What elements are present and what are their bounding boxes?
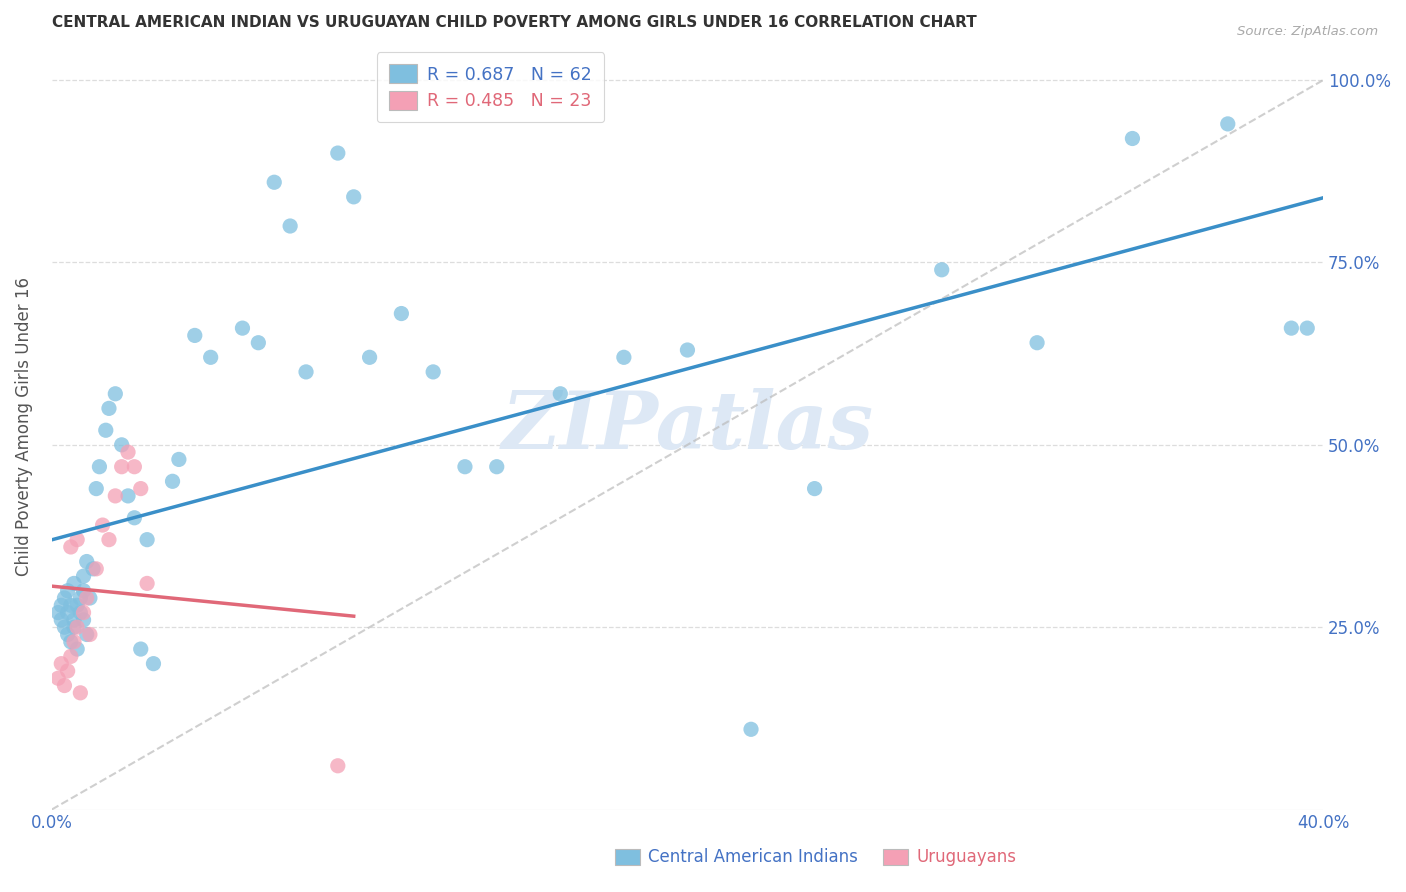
Point xyxy=(485,459,508,474)
Point xyxy=(72,569,94,583)
Point xyxy=(167,452,190,467)
Point xyxy=(117,445,139,459)
Point xyxy=(389,307,412,321)
Point xyxy=(263,175,285,189)
Point xyxy=(247,335,270,350)
Point xyxy=(56,606,79,620)
Point xyxy=(343,190,366,204)
Point xyxy=(46,606,69,620)
Text: CENTRAL AMERICAN INDIAN VS URUGUAYAN CHILD POVERTY AMONG GIRLS UNDER 16 CORRELAT: CENTRAL AMERICAN INDIAN VS URUGUAYAN CHI… xyxy=(52,15,977,30)
Point xyxy=(59,599,82,613)
Point xyxy=(1279,321,1302,335)
Point xyxy=(51,613,73,627)
Point xyxy=(1216,117,1239,131)
Point xyxy=(69,686,91,700)
Point xyxy=(326,146,349,161)
Point xyxy=(136,576,159,591)
Point xyxy=(422,365,444,379)
Point xyxy=(97,533,120,547)
Point xyxy=(69,606,91,620)
Point xyxy=(803,482,825,496)
Point xyxy=(66,599,89,613)
Text: ZIPatlas: ZIPatlas xyxy=(502,388,873,466)
Point xyxy=(63,620,86,634)
Text: Source: ZipAtlas.com: Source: ZipAtlas.com xyxy=(1237,25,1378,38)
Point xyxy=(53,620,76,634)
Point xyxy=(91,518,114,533)
Point xyxy=(59,649,82,664)
Point xyxy=(129,482,152,496)
Point xyxy=(63,613,86,627)
Point xyxy=(1026,335,1049,350)
Point xyxy=(1121,131,1143,145)
Legend: Central American Indians, Uruguayans: Central American Indians, Uruguayans xyxy=(606,840,1025,875)
Point xyxy=(295,365,318,379)
Point xyxy=(111,459,134,474)
Point xyxy=(51,599,73,613)
Point xyxy=(97,401,120,416)
Point xyxy=(76,555,98,569)
Point xyxy=(104,386,127,401)
Point xyxy=(104,489,127,503)
Point xyxy=(89,459,111,474)
Point xyxy=(53,679,76,693)
Point xyxy=(740,723,762,737)
Y-axis label: Child Poverty Among Girls Under 16: Child Poverty Among Girls Under 16 xyxy=(15,277,32,576)
Point xyxy=(124,459,146,474)
Point xyxy=(94,423,117,437)
Point xyxy=(326,758,349,772)
Point xyxy=(66,533,89,547)
Point xyxy=(129,642,152,657)
Point xyxy=(84,482,107,496)
Point xyxy=(72,583,94,598)
Point xyxy=(231,321,253,335)
Point xyxy=(72,606,94,620)
Point xyxy=(51,657,73,671)
Point xyxy=(66,642,89,657)
Point xyxy=(63,576,86,591)
Point xyxy=(84,562,107,576)
Point xyxy=(59,540,82,554)
Point xyxy=(454,459,477,474)
Point xyxy=(162,475,184,489)
Point xyxy=(66,620,89,634)
Point xyxy=(931,262,953,277)
Point xyxy=(136,533,159,547)
Point xyxy=(613,351,636,365)
Point xyxy=(63,634,86,648)
Point xyxy=(79,627,101,641)
Point xyxy=(72,613,94,627)
Point xyxy=(82,562,104,576)
Point xyxy=(76,627,98,641)
Point xyxy=(76,591,98,605)
Point xyxy=(59,634,82,648)
Point xyxy=(124,510,146,524)
Point xyxy=(117,489,139,503)
Point xyxy=(53,591,76,605)
Point xyxy=(111,438,134,452)
Point xyxy=(184,328,207,343)
Legend: R = 0.687   N = 62, R = 0.485   N = 23: R = 0.687 N = 62, R = 0.485 N = 23 xyxy=(377,53,605,122)
Point xyxy=(46,671,69,685)
Point xyxy=(79,591,101,605)
Point xyxy=(56,664,79,678)
Point xyxy=(1296,321,1319,335)
Point xyxy=(142,657,165,671)
Point xyxy=(56,627,79,641)
Point xyxy=(676,343,699,357)
Point xyxy=(56,583,79,598)
Point xyxy=(359,351,381,365)
Point xyxy=(200,351,222,365)
Point xyxy=(550,386,572,401)
Point xyxy=(278,219,301,233)
Point xyxy=(69,591,91,605)
